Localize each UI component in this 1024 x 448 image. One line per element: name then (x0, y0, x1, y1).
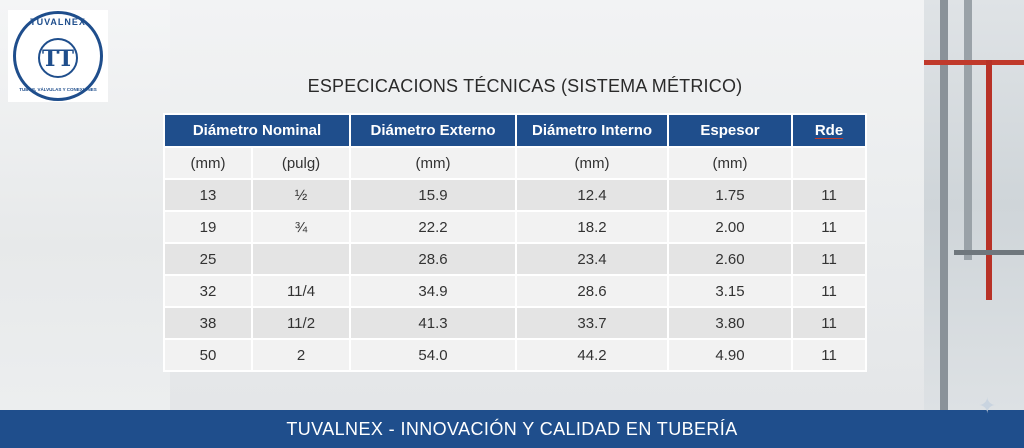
cell-espesor: 4.90 (667, 338, 794, 372)
cell-interno: 28.6 (515, 274, 670, 308)
cell-espesor: 3.80 (667, 306, 794, 340)
cell-nominal-mm: 19 (163, 210, 253, 244)
header-diametro-nominal: Diámetro Nominal (162, 113, 352, 148)
cell-nominal-pulg: 2 (250, 338, 352, 372)
cell-nominal-mm: 13 (163, 178, 253, 212)
logo-bottom-text: TUBOS, VÁLVULAS Y CONEXIONES (19, 87, 97, 92)
cell-rde: 11 (791, 178, 868, 212)
cell-interno: 23.4 (515, 242, 670, 276)
table-row: 13 ½ 15.9 12.4 1.75 11 (163, 178, 868, 212)
cell-externo: 34.9 (349, 274, 518, 308)
footer-banner: TUVALNEX - INNOVACIÓN Y CALIDAD EN TUBER… (0, 410, 1024, 448)
cell-rde: 11 (791, 210, 868, 244)
cell-externo: 54.0 (349, 338, 518, 372)
cell-interno: 33.7 (515, 306, 670, 340)
header-rde: Rde (791, 113, 868, 148)
logo-inner-ring: TT (38, 38, 78, 78)
cell-externo: 15.9 (349, 178, 518, 212)
cell-nominal-mm: 50 (163, 338, 253, 372)
cell-nominal-pulg: ¾ (250, 210, 352, 244)
company-logo: TUVALNEX TT TUBOS, VÁLVULAS Y CONEXIONES (8, 10, 108, 102)
pipe-decoration (924, 60, 1024, 65)
header-espesor: Espesor (667, 113, 794, 148)
cell-nominal-mm: 25 (163, 242, 253, 276)
cell-externo: 41.3 (349, 306, 518, 340)
cell-interno: 44.2 (515, 338, 670, 372)
cell-rde: 11 (791, 306, 868, 340)
unit-cell: (mm) (667, 146, 794, 180)
table-row: 50 2 54.0 44.2 4.90 11 (163, 338, 868, 372)
pipe-decoration (986, 60, 992, 300)
cell-rde: 11 (791, 338, 868, 372)
unit-cell: (pulg) (250, 146, 352, 180)
logo-seal: TUVALNEX TT TUBOS, VÁLVULAS Y CONEXIONES (13, 11, 103, 101)
units-row: (mm) (pulg) (mm) (mm) (mm) (163, 146, 868, 180)
cell-espesor: 1.75 (667, 178, 794, 212)
pipe-decoration (940, 0, 948, 410)
table-header-row: Diámetro Nominal Diámetro Externo Diámet… (162, 113, 868, 148)
cell-nominal-pulg: 11/2 (250, 306, 352, 340)
cell-espesor: 3.15 (667, 274, 794, 308)
spec-table: Diámetro Nominal Diámetro Externo Diámet… (162, 113, 868, 372)
cell-rde: 11 (791, 242, 868, 276)
cell-interno: 18.2 (515, 210, 670, 244)
cell-nominal-pulg (250, 242, 352, 276)
cell-nominal-mm: 38 (163, 306, 253, 340)
sparkle-icon: ✦ (978, 393, 997, 418)
unit-cell (791, 146, 868, 180)
cell-espesor: 2.00 (667, 210, 794, 244)
header-rde-label: Rde (814, 122, 844, 139)
pipe-decoration (964, 0, 972, 260)
pipe-decoration (954, 250, 1024, 255)
table-row: 19 ¾ 22.2 18.2 2.00 11 (163, 210, 868, 244)
cell-rde: 11 (791, 274, 868, 308)
unit-cell: (mm) (349, 146, 518, 180)
cell-espesor: 2.60 (667, 242, 794, 276)
background-right-photo (924, 0, 1024, 410)
table-row: 32 11/4 34.9 28.6 3.15 11 (163, 274, 868, 308)
page-title: ESPECICACIONS TÉCNICAS (SISTEMA MÉTRICO) (307, 76, 743, 96)
table-row: 25 28.6 23.4 2.60 11 (163, 242, 868, 276)
header-diametro-interno: Diámetro Interno (515, 113, 670, 148)
cell-interno: 12.4 (515, 178, 670, 212)
cell-externo: 28.6 (349, 242, 518, 276)
header-diametro-externo: Diámetro Externo (349, 113, 518, 148)
cell-externo: 22.2 (349, 210, 518, 244)
cell-nominal-pulg: 11/4 (250, 274, 352, 308)
logo-top-text: TUVALNEX (30, 17, 86, 27)
unit-cell: (mm) (515, 146, 670, 180)
unit-cell: (mm) (163, 146, 253, 180)
cell-nominal-mm: 32 (163, 274, 253, 308)
logo-monogram: TT (42, 46, 74, 72)
cell-nominal-pulg: ½ (250, 178, 352, 212)
table-row: 38 11/2 41.3 33.7 3.80 11 (163, 306, 868, 340)
